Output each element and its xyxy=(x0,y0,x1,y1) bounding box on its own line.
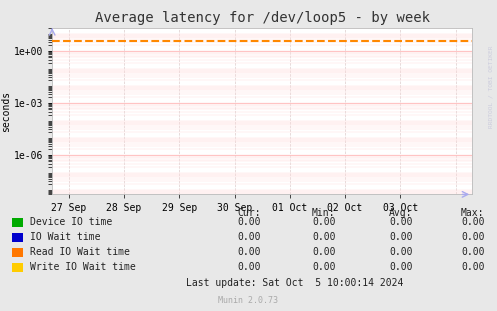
Text: 0.00: 0.00 xyxy=(238,217,261,227)
Text: Last update: Sat Oct  5 10:00:14 2024: Last update: Sat Oct 5 10:00:14 2024 xyxy=(186,278,404,288)
Text: Read IO Wait time: Read IO Wait time xyxy=(30,247,130,257)
Text: 0.00: 0.00 xyxy=(389,247,413,257)
Text: Max:: Max: xyxy=(461,208,485,218)
Text: RRDTOOL / TOBI OETIKER: RRDTOOL / TOBI OETIKER xyxy=(489,46,494,128)
Text: IO Wait time: IO Wait time xyxy=(30,232,100,242)
Text: Munin 2.0.73: Munin 2.0.73 xyxy=(219,296,278,305)
Text: Avg:: Avg: xyxy=(389,208,413,218)
Text: Write IO Wait time: Write IO Wait time xyxy=(30,262,136,272)
Text: 0.00: 0.00 xyxy=(389,232,413,242)
Text: Device IO time: Device IO time xyxy=(30,217,112,227)
Text: Cur:: Cur: xyxy=(238,208,261,218)
Text: 0.00: 0.00 xyxy=(238,232,261,242)
Text: 0.00: 0.00 xyxy=(461,232,485,242)
Text: 0.00: 0.00 xyxy=(461,262,485,272)
Text: 0.00: 0.00 xyxy=(461,247,485,257)
Text: 0.00: 0.00 xyxy=(389,217,413,227)
Text: Min:: Min: xyxy=(312,208,335,218)
Text: 0.00: 0.00 xyxy=(389,262,413,272)
Text: 0.00: 0.00 xyxy=(312,217,335,227)
Text: 0.00: 0.00 xyxy=(238,247,261,257)
Text: 0.00: 0.00 xyxy=(238,262,261,272)
Text: 0.00: 0.00 xyxy=(312,232,335,242)
Title: Average latency for /dev/loop5 - by week: Average latency for /dev/loop5 - by week xyxy=(94,12,430,26)
Text: 0.00: 0.00 xyxy=(312,247,335,257)
Text: 0.00: 0.00 xyxy=(461,217,485,227)
Text: 0.00: 0.00 xyxy=(312,262,335,272)
Y-axis label: seconds: seconds xyxy=(1,91,11,132)
